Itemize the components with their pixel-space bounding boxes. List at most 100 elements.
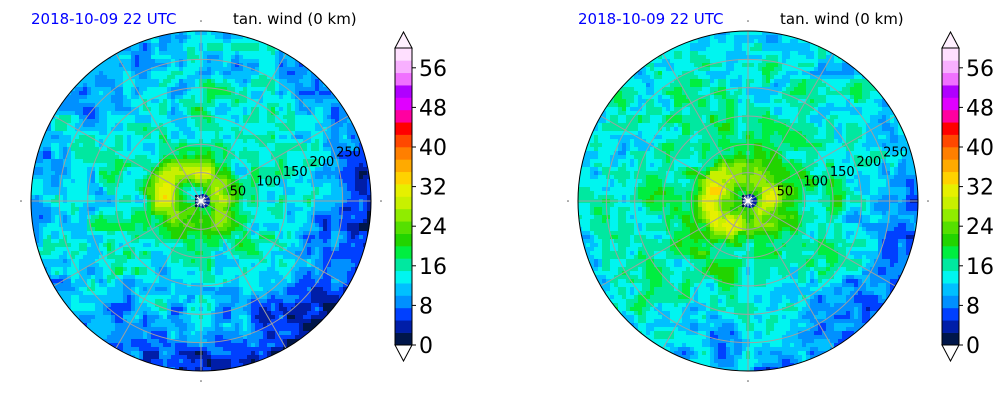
field-cell bbox=[95, 167, 99, 171]
field-cell bbox=[63, 163, 67, 167]
field-cell bbox=[323, 167, 327, 171]
field-cell bbox=[75, 223, 79, 227]
field-cell bbox=[227, 235, 231, 239]
field-cell bbox=[231, 191, 235, 195]
field-cell bbox=[183, 123, 187, 127]
field-cell bbox=[79, 243, 83, 247]
field-cell bbox=[167, 63, 171, 67]
field-cell bbox=[95, 195, 99, 199]
field-cell bbox=[135, 139, 139, 143]
field-cell bbox=[283, 55, 287, 59]
field-cell bbox=[231, 275, 235, 279]
field-cell bbox=[195, 295, 199, 299]
field-cell bbox=[63, 175, 67, 179]
field-cell bbox=[123, 207, 127, 211]
field-cell bbox=[79, 103, 83, 107]
field-cell bbox=[339, 279, 343, 283]
field-cell bbox=[183, 75, 187, 79]
field-cell bbox=[95, 247, 99, 251]
field-cell bbox=[331, 211, 335, 215]
field-cell bbox=[147, 103, 151, 107]
field-cell bbox=[55, 159, 59, 163]
field-cell bbox=[79, 227, 83, 231]
field-cell bbox=[275, 119, 279, 123]
field-cell bbox=[207, 155, 211, 159]
field-cell bbox=[167, 187, 171, 191]
field-cell bbox=[315, 259, 319, 263]
field-cell bbox=[143, 279, 147, 283]
field-cell bbox=[307, 195, 311, 199]
field-cell bbox=[167, 155, 171, 159]
field-cell bbox=[347, 171, 351, 175]
field-cell bbox=[263, 271, 267, 275]
field-cell bbox=[91, 139, 95, 143]
field-cell bbox=[79, 127, 83, 131]
field-cell bbox=[263, 67, 267, 71]
field-cell bbox=[243, 263, 247, 267]
field-cell bbox=[71, 187, 75, 191]
field-cell bbox=[91, 231, 95, 235]
field-cell bbox=[319, 219, 323, 223]
field-cell bbox=[307, 219, 311, 223]
field-cell bbox=[123, 231, 127, 235]
field-cell bbox=[159, 143, 163, 147]
field-cell bbox=[123, 139, 127, 143]
field-cell bbox=[235, 39, 239, 43]
field-cell bbox=[307, 167, 311, 171]
field-cell bbox=[159, 139, 163, 143]
field-cell bbox=[131, 211, 135, 215]
field-cell bbox=[171, 83, 175, 87]
field-cell bbox=[119, 131, 123, 135]
field-cell bbox=[135, 195, 139, 199]
field-cell bbox=[295, 263, 299, 267]
field-cell bbox=[327, 111, 331, 115]
field-cell bbox=[163, 287, 167, 291]
field-cell bbox=[147, 107, 151, 111]
field-cell bbox=[159, 123, 163, 127]
field-cell bbox=[287, 99, 291, 103]
field-cell bbox=[195, 115, 199, 119]
field-cell bbox=[95, 95, 99, 99]
field-cell bbox=[259, 79, 263, 83]
field-cell bbox=[139, 271, 143, 275]
field-cell bbox=[339, 191, 343, 195]
field-cell bbox=[103, 179, 107, 183]
field-cell bbox=[315, 71, 319, 75]
field-cell bbox=[283, 231, 287, 235]
field-cell bbox=[347, 187, 351, 191]
field-cell bbox=[123, 259, 127, 263]
field-cell bbox=[115, 63, 119, 67]
field-cell bbox=[219, 243, 223, 247]
field-cell bbox=[79, 239, 83, 243]
field-cell bbox=[211, 131, 215, 135]
field-cell bbox=[335, 123, 339, 127]
field-cell bbox=[335, 279, 339, 283]
field-cell bbox=[131, 187, 135, 191]
field-cell bbox=[251, 299, 255, 303]
field-cell bbox=[135, 123, 139, 127]
field-cell bbox=[55, 203, 59, 207]
field-cell bbox=[235, 227, 239, 231]
field-cell bbox=[231, 171, 235, 175]
field-cell bbox=[319, 139, 323, 143]
field-cell bbox=[271, 275, 275, 279]
field-cell bbox=[127, 71, 131, 75]
field-cell bbox=[259, 83, 263, 87]
field-cell bbox=[135, 55, 139, 59]
field-cell bbox=[143, 275, 147, 279]
field-cell bbox=[251, 55, 255, 59]
field-cell bbox=[175, 127, 179, 131]
field-cell bbox=[63, 99, 67, 103]
field-cell bbox=[231, 99, 235, 103]
field-cell bbox=[123, 291, 127, 295]
field-cell bbox=[167, 87, 171, 91]
field-cell bbox=[207, 71, 211, 75]
field-cell bbox=[235, 263, 239, 267]
field-cell bbox=[279, 271, 283, 275]
field-cell bbox=[47, 267, 51, 271]
field-cell bbox=[275, 295, 279, 299]
field-cell bbox=[255, 259, 259, 263]
field-cell bbox=[275, 103, 279, 107]
field-cell bbox=[171, 163, 175, 167]
field-cell bbox=[271, 271, 275, 275]
